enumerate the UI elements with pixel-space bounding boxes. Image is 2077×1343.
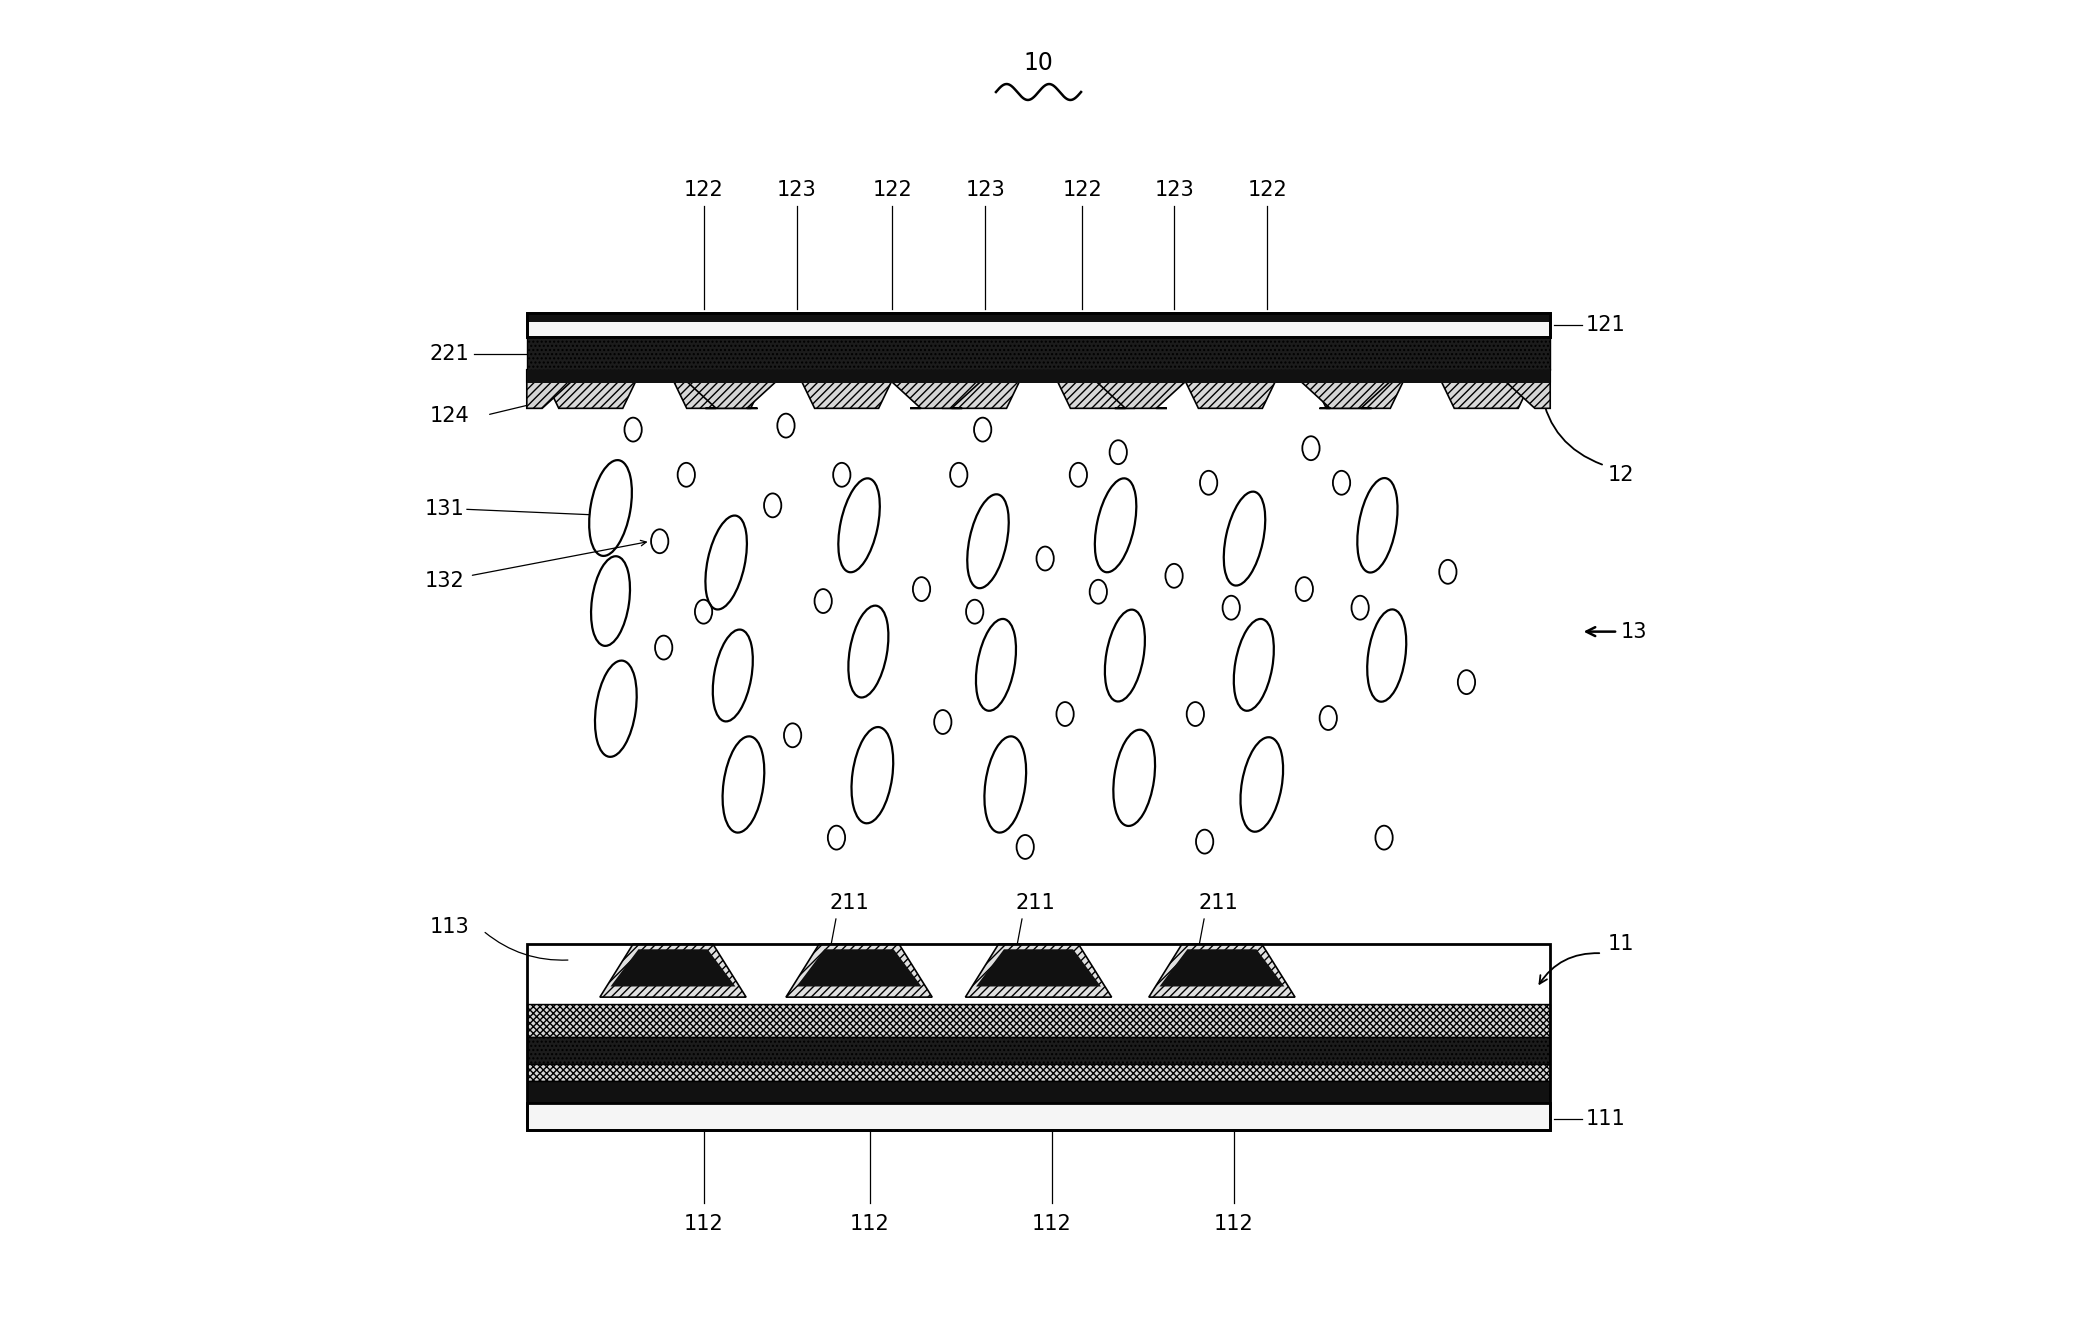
- Text: 112: 112: [1213, 1214, 1255, 1234]
- Bar: [528, 1003, 1549, 1037]
- Bar: [528, 337, 1549, 369]
- Polygon shape: [798, 950, 922, 987]
- Bar: [528, 313, 1549, 337]
- Polygon shape: [1149, 944, 1296, 997]
- Polygon shape: [528, 369, 1549, 408]
- Bar: [528, 1081, 1549, 1104]
- Text: 123: 123: [1155, 180, 1194, 200]
- Text: 111: 111: [1587, 1109, 1626, 1129]
- Text: 13: 13: [1620, 622, 1647, 642]
- Text: 12: 12: [1608, 465, 1635, 485]
- Text: 122: 122: [872, 180, 912, 200]
- Polygon shape: [785, 944, 933, 997]
- Polygon shape: [611, 950, 735, 987]
- Text: 10: 10: [1024, 51, 1053, 75]
- Bar: [528, 944, 1549, 1129]
- Text: 122: 122: [1246, 180, 1288, 200]
- Text: 211: 211: [1016, 893, 1055, 913]
- Text: 112: 112: [1032, 1214, 1072, 1234]
- Polygon shape: [966, 944, 1111, 997]
- Text: 211: 211: [1198, 893, 1238, 913]
- Text: 123: 123: [966, 180, 1005, 200]
- Bar: [528, 1037, 1549, 1064]
- Bar: [528, 1064, 1549, 1081]
- Polygon shape: [600, 944, 746, 997]
- Bar: [528, 313, 1549, 322]
- Text: 131: 131: [424, 500, 465, 520]
- Text: 221: 221: [430, 344, 469, 364]
- Text: 123: 123: [777, 180, 816, 200]
- Text: 121: 121: [1587, 314, 1626, 334]
- Text: 113: 113: [430, 917, 469, 936]
- Text: 124: 124: [430, 407, 469, 426]
- Text: 122: 122: [1063, 180, 1103, 200]
- Bar: [528, 313, 1549, 337]
- Bar: [528, 369, 1549, 383]
- Text: 112: 112: [849, 1214, 889, 1234]
- Polygon shape: [1159, 950, 1284, 987]
- Text: 112: 112: [683, 1214, 723, 1234]
- Text: 211: 211: [831, 893, 870, 913]
- Text: 122: 122: [683, 180, 723, 200]
- Polygon shape: [976, 950, 1101, 987]
- Text: 132: 132: [424, 571, 465, 591]
- Bar: [528, 1104, 1549, 1129]
- Text: 11: 11: [1608, 933, 1635, 954]
- Polygon shape: [528, 369, 1549, 408]
